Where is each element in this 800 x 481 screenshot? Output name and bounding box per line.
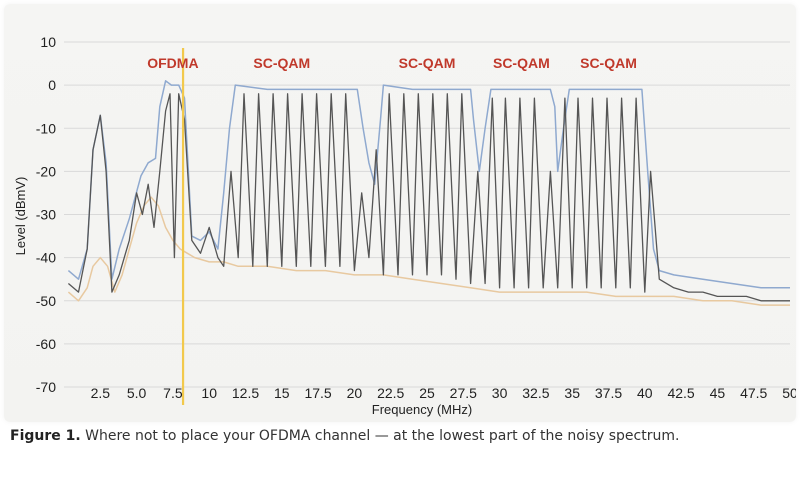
x-tick-label: 15 bbox=[274, 385, 290, 401]
caption-label: Figure 1. bbox=[10, 428, 81, 444]
x-tick-label: 27.5 bbox=[450, 385, 477, 401]
series-line bbox=[67, 80, 790, 289]
region-label: SC-QAM bbox=[580, 55, 637, 71]
spectrum-chart: OFDMA SC-QAM SC-QAM SC-QAM SC-QAM 10 0 -10 -20 -… bbox=[13, 34, 796, 417]
figure-caption: Figure 1. Where not to place your OFDMA … bbox=[10, 428, 790, 444]
region-label: SC-QAM bbox=[493, 55, 550, 71]
x-tick-label: 50 bbox=[782, 385, 796, 401]
series-line bbox=[67, 196, 790, 306]
y-tick-label: -30 bbox=[36, 207, 56, 223]
y-tick-label: 0 bbox=[48, 77, 56, 93]
x-tick-label: 25 bbox=[419, 385, 435, 401]
region-label: SC-QAM bbox=[399, 55, 456, 71]
x-tick-label: 42.5 bbox=[667, 385, 694, 401]
x-tick-label: 17.5 bbox=[304, 385, 331, 401]
region-label: SC-QAM bbox=[253, 55, 310, 71]
annotation-layer: OFDMA SC-QAM SC-QAM SC-QAM SC-QAM bbox=[147, 55, 637, 71]
x-tick-label: 12.5 bbox=[232, 385, 259, 401]
y-tick-label: 10 bbox=[40, 34, 56, 50]
x-tick-label: 32.5 bbox=[522, 385, 549, 401]
series-line bbox=[67, 93, 790, 302]
y-tick-label: -20 bbox=[36, 163, 56, 179]
y-tick-labels: 10 0 -10 -20 -30 -40 -50 -60 -70 bbox=[36, 34, 56, 395]
y-axis-title: Level (dBmV) bbox=[13, 177, 28, 256]
y-tick-label: -60 bbox=[36, 336, 56, 352]
y-tick-label: -70 bbox=[36, 379, 56, 395]
x-tick-label: 5.0 bbox=[127, 385, 147, 401]
figure-panel: OFDMA SC-QAM SC-QAM SC-QAM SC-QAM 10 0 -10 -20 -… bbox=[4, 4, 796, 422]
y-tick-label: -10 bbox=[36, 120, 56, 136]
y-tick-label: -40 bbox=[36, 250, 56, 266]
x-tick-label: 20 bbox=[347, 385, 363, 401]
x-tick-label: 35 bbox=[564, 385, 580, 401]
x-tick-label: 37.5 bbox=[595, 385, 622, 401]
x-tick-label: 7.5 bbox=[163, 385, 183, 401]
x-tick-label: 45 bbox=[710, 385, 726, 401]
x-tick-label: 47.5 bbox=[740, 385, 767, 401]
x-tick-labels: 2.5 5.0 7.5 10 12.5 15 17.5 20 22.5 25 27.5 30 32.5 3… bbox=[91, 385, 796, 401]
region-label: OFDMA bbox=[147, 55, 198, 71]
x-tick-label: 22.5 bbox=[377, 385, 404, 401]
x-tick-label: 2.5 bbox=[91, 385, 111, 401]
caption-text: Where not to place your OFDMA channel — … bbox=[80, 428, 680, 444]
x-axis-title: Frequency (MHz) bbox=[372, 402, 472, 417]
y-tick-label: -50 bbox=[36, 293, 56, 309]
x-tick-label: 10 bbox=[201, 385, 217, 401]
x-tick-label: 30 bbox=[492, 385, 508, 401]
series-layer bbox=[67, 80, 790, 306]
x-tick-label: 40 bbox=[637, 385, 653, 401]
